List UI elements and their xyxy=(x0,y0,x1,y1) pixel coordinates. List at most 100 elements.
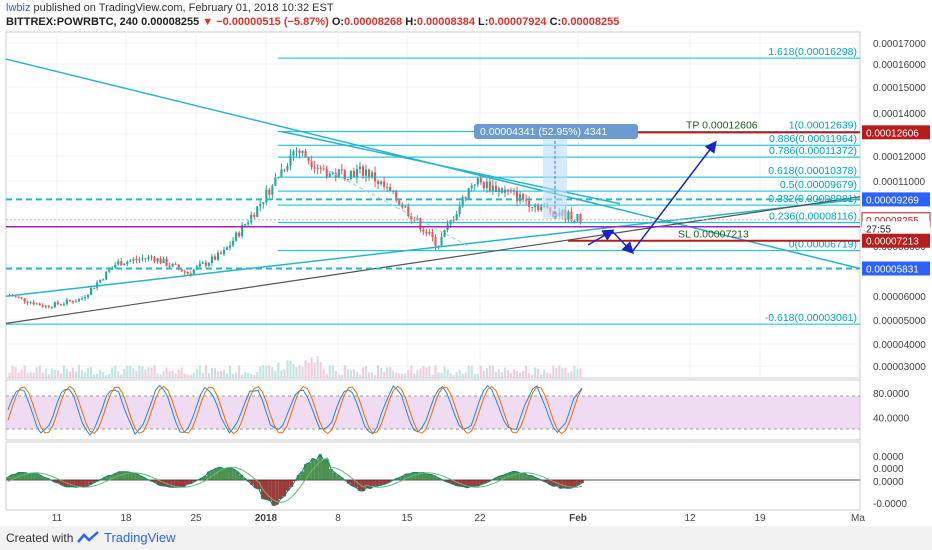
projection-arrow[interactable] xyxy=(631,140,717,253)
candle-body xyxy=(120,261,123,266)
candle-body xyxy=(289,155,292,166)
projection-arrow[interactable] xyxy=(587,229,615,246)
price-panel[interactable]: 1.618(0.00016298) 1(0.00012639)0.886(0.00… xyxy=(5,31,861,510)
volume-bar xyxy=(156,373,159,378)
volume-bar xyxy=(295,366,298,378)
projection-arrows[interactable] xyxy=(587,140,717,255)
footer: Created with TradingView xyxy=(0,526,932,550)
symbol-label[interactable]: BITTREX:POWRBTC, 240 xyxy=(6,16,139,28)
price-tag-box xyxy=(862,261,930,276)
measure-label: 0.00004341 (52.95%) 4341 xyxy=(480,126,607,138)
price-tag[interactable]: 0.00009269 xyxy=(862,192,930,207)
volume-bar xyxy=(120,374,123,378)
candle-body xyxy=(431,231,434,238)
price-tick-label: 0.00015000 xyxy=(873,83,926,94)
volume-bar xyxy=(192,372,195,378)
stop-loss-label: SL 0.00007213 xyxy=(678,229,749,241)
candle-body xyxy=(352,170,355,178)
price-tick-label: 0.00005000 xyxy=(873,316,926,327)
high-label: H: xyxy=(405,16,417,28)
high-value: 0.00008384 xyxy=(416,16,475,28)
volume-bar xyxy=(41,372,44,378)
volume-bar xyxy=(126,365,129,378)
candle-body xyxy=(65,299,68,304)
volume-bar xyxy=(407,369,410,378)
measure-tool[interactable]: 0.00004341 (52.95%) 4341 xyxy=(474,124,638,219)
volume-bar xyxy=(159,374,162,378)
volume-bar xyxy=(437,372,440,378)
price-tag-text: 0.00012606 xyxy=(866,128,919,139)
volume-bar xyxy=(576,369,579,378)
price-tag[interactable]: 0.00007213 xyxy=(862,233,930,248)
candle-body xyxy=(126,261,129,265)
trend-lines[interactable] xyxy=(5,58,861,324)
price-tag[interactable]: 0.00005831 xyxy=(862,261,930,276)
measure-label-box xyxy=(474,124,638,139)
volume-bar xyxy=(549,373,552,378)
price-axis[interactable]: 0.00017000 0.00016000 0.00015000 0.00014000… xyxy=(861,39,931,373)
price-tag[interactable]: 0.00012606 xyxy=(862,125,930,140)
candle-body xyxy=(440,236,443,246)
volume-bar xyxy=(552,365,555,378)
dashed-diagonal-line[interactable] xyxy=(309,160,471,248)
candle-body xyxy=(488,181,491,192)
volume-bar xyxy=(367,372,371,378)
candle-body xyxy=(567,211,570,220)
price-tick-label: 0.00003000 xyxy=(873,362,926,373)
volume-bar xyxy=(464,372,467,378)
volume-bar xyxy=(283,369,286,378)
candle-body xyxy=(461,197,464,207)
volume-bar xyxy=(443,366,446,378)
last-price: 0.00008255 xyxy=(141,16,200,28)
volume-bar xyxy=(392,370,395,378)
candle-body xyxy=(422,229,425,232)
stoch-rsi-panel[interactable]: 80.0000 40.0000 xyxy=(5,379,910,441)
price-tag[interactable]: 27:55 xyxy=(862,221,930,236)
volume-bar xyxy=(564,367,567,378)
volume-bar xyxy=(201,372,204,378)
macd-panel[interactable]: 0.00000.00000.0000-0.0000 xyxy=(5,441,907,511)
volume-bar xyxy=(325,374,328,378)
volume-bar xyxy=(50,368,53,378)
candle-body xyxy=(316,167,319,169)
low-label: L: xyxy=(478,16,489,28)
volume-bar xyxy=(328,365,331,378)
stoch-tick-label: 80.0000 xyxy=(873,389,910,400)
candle-body xyxy=(519,194,522,201)
candle-body xyxy=(32,302,35,305)
volume-bar xyxy=(509,373,513,378)
candle-body xyxy=(355,169,358,178)
macd-tick-label: 0.0000 xyxy=(873,452,904,463)
candle-body xyxy=(26,301,29,303)
tradingview-brand[interactable]: TradingView xyxy=(104,530,176,545)
candle-body xyxy=(271,185,274,195)
rising-support-trendline[interactable] xyxy=(5,198,861,298)
candle-body xyxy=(485,181,488,189)
volume-bar xyxy=(195,368,198,378)
candle-body xyxy=(383,181,386,187)
candle-body xyxy=(238,232,241,237)
candle-body xyxy=(204,262,207,266)
long-term-trendline[interactable] xyxy=(5,196,861,324)
candle-body xyxy=(500,188,503,193)
candle-body xyxy=(401,204,404,208)
time-axis[interactable]: 11 18 25 2018 8 15 22 Feb 12 19 Ma xyxy=(52,513,866,524)
stoch-tick-label: 40.0000 xyxy=(873,414,910,425)
price-tick-label: 0.00011000 xyxy=(873,177,926,188)
volume-bar xyxy=(337,374,340,378)
volume-bar xyxy=(546,372,549,378)
candle-body xyxy=(265,189,268,203)
candle-body xyxy=(370,172,374,177)
author-link[interactable]: lwbiz xyxy=(6,2,31,14)
measure-range[interactable] xyxy=(543,131,567,219)
price-tag-box xyxy=(862,233,930,248)
volume-bar xyxy=(413,373,416,378)
projection-arrow[interactable] xyxy=(611,230,635,255)
candle-body xyxy=(476,178,479,185)
volume-bar xyxy=(150,367,153,378)
volume-bar xyxy=(74,371,78,378)
candle-body xyxy=(537,204,540,211)
volume-bar xyxy=(500,372,503,378)
volume-bar xyxy=(579,368,582,378)
